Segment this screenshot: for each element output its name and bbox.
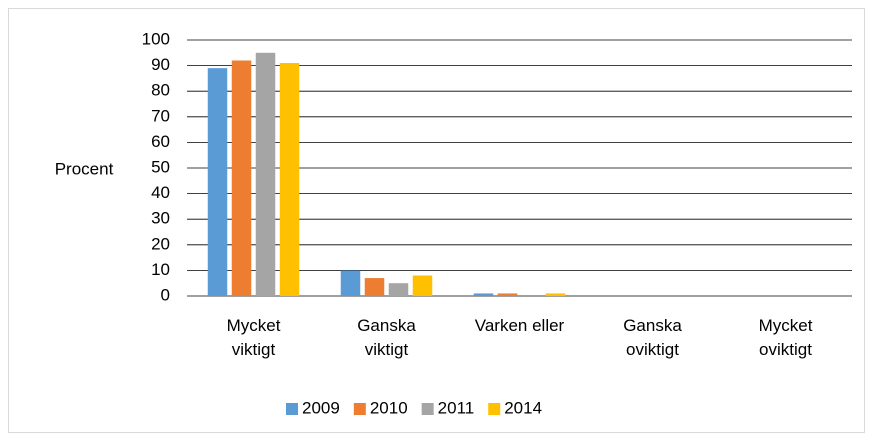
bar <box>279 63 300 296</box>
bar <box>497 293 518 296</box>
bar <box>473 293 494 296</box>
legend-swatch <box>421 403 434 415</box>
legend-swatch <box>286 403 298 415</box>
y-tick-label: 40 <box>151 183 170 202</box>
x-tick-label: Ganska viktigt <box>357 316 416 359</box>
bar <box>412 275 433 296</box>
x-tick-label: Ganska oviktigt <box>623 316 682 359</box>
bar <box>340 270 361 296</box>
y-tick-label: 50 <box>151 157 170 176</box>
y-tick-label: 10 <box>151 260 170 279</box>
y-tick-label: 100 <box>142 29 170 48</box>
bar <box>364 278 385 296</box>
legend-label: 2009 <box>302 398 340 417</box>
y-tick-label: 70 <box>151 106 170 125</box>
bar <box>545 293 566 296</box>
legend-label: 2010 <box>370 398 408 417</box>
legend-swatch <box>488 403 501 415</box>
y-tick-label: 80 <box>151 81 170 100</box>
x-tick-label: Varken eller <box>474 316 565 335</box>
y-tick-label: 30 <box>151 209 170 228</box>
x-tick-label: Mycket viktigt <box>226 316 281 359</box>
y-axis-label: Procent <box>55 159 114 178</box>
y-tick-label: 60 <box>151 132 170 151</box>
legend-label: 2014 <box>504 398 542 417</box>
bar <box>207 68 228 296</box>
legend-label: 2011 <box>438 398 475 417</box>
bar <box>388 283 409 296</box>
y-tick-label: 20 <box>151 234 170 253</box>
bar <box>255 52 276 296</box>
chart-border <box>8 8 865 433</box>
legend-swatch <box>353 403 366 415</box>
bar <box>231 60 252 297</box>
x-tick-label: Mycket oviktigt <box>758 316 813 359</box>
y-tick-label: 0 <box>161 285 170 304</box>
y-tick-label: 90 <box>151 55 170 74</box>
